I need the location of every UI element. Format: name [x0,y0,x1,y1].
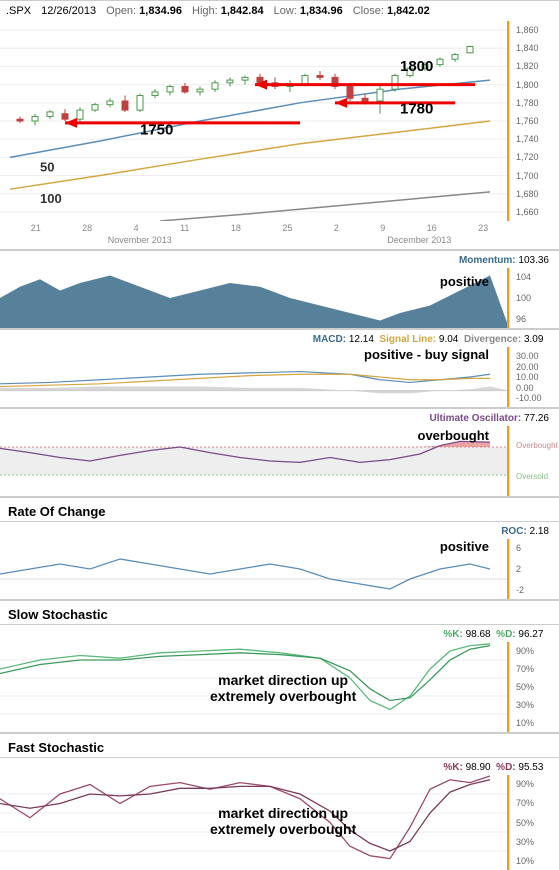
roc-value: 2.18 [530,526,549,537]
price-x-sub: November 2013December 2013 [0,235,559,249]
macd-panel: MACD: 12.14 Signal Line: 9.04 Divergence… [0,328,559,407]
open-value: 1,834.96 [139,5,182,17]
roc-panel: Rate Of Change ROC: 2.18 62-2 positive [0,496,559,599]
overbought-label: Overbought [512,441,557,450]
roc-y-axis: 62-2 [509,539,559,599]
momentum-header: Momentum: 103.36 [0,250,559,268]
uo-y-axis: Overbought Oversold [509,426,559,496]
price-chart[interactable]: 50100200180017801750 1,8601,8401,8201,80… [0,21,559,221]
macd-annotation: positive - buy signal [364,347,489,362]
oversold-label: Oversold [512,472,557,481]
price-y-axis: 1,8601,8401,8201,8001,7801,7601,7401,720… [509,21,559,221]
svg-text:50: 50 [40,159,54,174]
macd-chart[interactable]: 30.0020.0010.000.00-10.00 positive - buy… [0,347,559,407]
uo-annotation: overbought [418,428,490,443]
slow-stoch-panel: Slow Stochastic %K: 98.68 %D: 96.27 90%7… [0,599,559,732]
fast-stoch-panel: Fast Stochastic %K: 98.90 %D: 95.53 90%7… [0,732,559,870]
high-value: 1,842.84 [221,5,264,17]
close-value: 1,842.02 [387,5,430,17]
symbol: .SPX [6,5,31,17]
roc-header: ROC: 2.18 [0,521,559,539]
price-x-axis: 21284111825291623 [0,221,559,235]
roc-annotation: positive [440,539,489,554]
roc-title: Rate Of Change [0,497,559,521]
uo-header: Ultimate Oscillator: 77.26 [0,408,559,426]
uo-chart[interactable]: Overbought Oversold overbought [0,426,559,496]
fast-stoch-header: %K: 98.90 %D: 95.53 [0,757,559,775]
fast-stoch-y-axis: 90%70%50%30%10% [509,775,559,870]
momentum-y-axis: 10410096 [509,268,559,328]
slow-stoch-title: Slow Stochastic [0,600,559,624]
roc-chart[interactable]: 62-2 positive [0,539,559,599]
macd-y-axis: 30.0020.0010.000.00-10.00 [509,347,559,407]
slow-stoch-annotation: market direction up extremely overbought [210,672,356,704]
momentum-annotation: positive [440,274,489,289]
svg-text:100: 100 [40,191,62,206]
momentum-panel: Momentum: 103.36 10410096 positive [0,249,559,328]
uo-value: 77.26 [524,413,549,424]
slow-stoch-header: %K: 98.68 %D: 96.27 [0,624,559,642]
svg-text:1800: 1800 [400,58,433,75]
svg-text:1750: 1750 [140,122,173,139]
momentum-value: 103.36 [518,255,549,266]
price-header: .SPX 12/26/2013 Open: 1,834.96 High: 1,8… [0,1,559,21]
date: 12/26/2013 [41,5,96,17]
momentum-chart[interactable]: 10410096 positive [0,268,559,328]
macd-header: MACD: 12.14 Signal Line: 9.04 Divergence… [0,329,559,347]
fast-stoch-chart[interactable]: 90%70%50%30%10% market direction up extr… [0,775,559,870]
svg-text:1780: 1780 [400,101,433,118]
fast-stoch-annotation: market direction up extremely overbought [210,805,356,837]
fast-stoch-title: Fast Stochastic [0,733,559,757]
low-value: 1,834.96 [300,5,343,17]
slow-stoch-chart[interactable]: 90%70%50%30%10% market direction up extr… [0,642,559,732]
uo-panel: Ultimate Oscillator: 77.26 Overbought Ov… [0,407,559,496]
price-chart-panel: .SPX 12/26/2013 Open: 1,834.96 High: 1,8… [0,0,559,249]
slow-stoch-y-axis: 90%70%50%30%10% [509,642,559,732]
